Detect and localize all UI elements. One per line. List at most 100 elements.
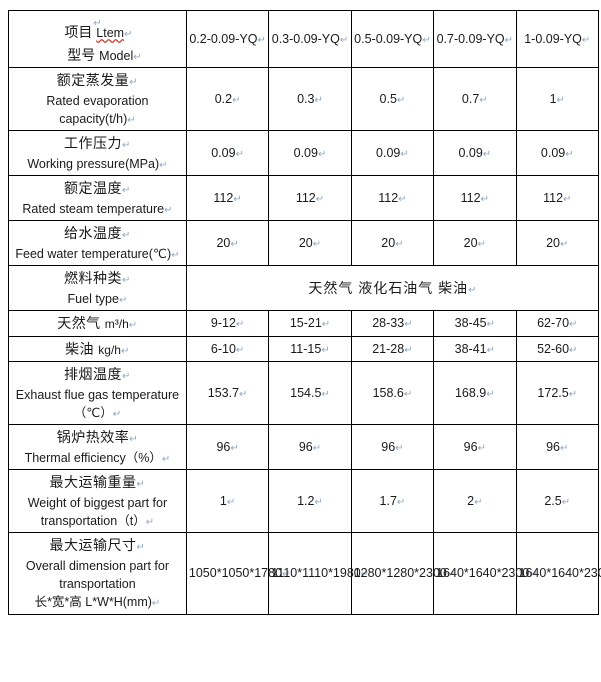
data-cell-value: 2.5 — [544, 493, 562, 508]
data-cell-value: 52-60 — [537, 341, 570, 356]
header-model-value: 0.3-0.09-YQ — [271, 31, 340, 46]
header-model-value: 0.5-0.09-YQ — [354, 31, 423, 46]
data-cell-value: 112 — [295, 190, 316, 205]
data-cell: 20↵ — [268, 220, 352, 267]
paragraph-mark-icon: ↵ — [568, 388, 578, 400]
row-label-cn: 最大运输重量↵ — [49, 474, 146, 491]
data-cell-value: 158.6 — [372, 385, 404, 400]
row-label-block: 额定温度↵ Rated steam temperature↵ — [11, 178, 184, 218]
data-cell-value: 172.5 — [537, 385, 569, 400]
data-cell-value: 21-28 — [372, 341, 405, 356]
row-label-cn: 天然气 — [57, 315, 101, 332]
paragraph-mark-icon: ↵ — [569, 319, 578, 330]
data-cell-value: 38-41 — [454, 341, 487, 356]
data-cell: 15-21↵ — [268, 310, 352, 337]
data-cell-value: 1.2 — [297, 493, 315, 508]
table-row: 工作压力↵ Working pressure(MPa)↵ 0.09↵ 0.09↵ 0.0… — [8, 130, 600, 177]
paragraph-mark-icon: ↵ — [581, 34, 591, 46]
data-cell-value: 0.2 — [214, 91, 233, 106]
data-cell: 0.09↵ — [515, 130, 600, 177]
header-blank-line: ↵ — [11, 13, 184, 29]
paragraph-mark-icon: ↵ — [112, 408, 122, 420]
paragraph-mark-icon: ↵ — [321, 344, 330, 356]
paragraph-mark-icon: ↵ — [560, 238, 569, 250]
row-label-working-pressure: 工作压力↵ Working pressure(MPa)↵ — [8, 130, 187, 177]
data-cell-value: 11-15 — [290, 341, 322, 356]
data-cell: 1.7↵ — [350, 469, 435, 534]
row-label-block: 燃料种类↵ Fuel type↵ — [11, 268, 184, 308]
paragraph-mark-icon: ↵ — [556, 94, 565, 106]
paragraph-mark-icon: ↵ — [226, 496, 236, 508]
data-cell-value: 96 — [463, 439, 478, 454]
paragraph-mark-icon: ↵ — [164, 204, 173, 216]
row-label-weight-of-biggest-part: 最大运输重量↵ Weight of biggest part for transpo… — [8, 469, 187, 534]
data-cell-value: 1 — [219, 493, 227, 508]
data-cell: 1280*1280*2300↵ — [350, 532, 455, 615]
data-cell: 1↵ — [185, 469, 270, 534]
data-cell-value: 96 — [216, 439, 231, 454]
header-item-label-cn: 项目 — [64, 24, 93, 40]
paragraph-mark-icon: ↵ — [321, 319, 331, 330]
row-label-rated-steam-temperature: 额定温度↵ Rated steam temperature↵ — [8, 175, 187, 222]
row-label-en-2: transportation（t）↵ — [40, 513, 155, 528]
data-cell: 11-15↵ — [268, 335, 352, 363]
row-label-natural-gas-consumption: 天然气 m³/h↵ — [8, 310, 187, 337]
table-header-row: ↵ 项目 Ltem↵ 型号 Model↵ 0.2-0.09-YQ↵ 0.3-0.09-Y… — [8, 10, 600, 68]
data-cell-value: 1640*1640*2300 — [518, 566, 601, 581]
data-cell-value: 1110*1110*1980 — [271, 566, 361, 581]
paragraph-mark-icon: ↵ — [398, 193, 407, 205]
paragraph-mark-icon: ↵ — [129, 434, 139, 446]
paragraph-mark-icon: ↵ — [396, 94, 406, 106]
table-row: 天然气 m³/h↵ 9-12↵ 15-21↵ 28-33↵ 38-45↵ 62-70↵ — [8, 310, 600, 337]
paragraph-mark-icon: ↵ — [339, 34, 349, 46]
row-label-inline: 柴油 kg/h↵ — [65, 341, 130, 357]
row-label-en-2: transportation — [59, 577, 136, 591]
paragraph-mark-icon: ↵ — [314, 94, 323, 106]
row-label-en: Weight of biggest part for — [27, 495, 168, 510]
paragraph-mark-icon: ↵ — [235, 148, 244, 160]
paragraph-mark-icon: ↵ — [477, 238, 486, 250]
data-cell-value: 20 — [463, 235, 478, 250]
paragraph-mark-icon: ↵ — [122, 140, 131, 152]
paragraph-mark-icon: ↵ — [257, 34, 266, 46]
data-cell: 62-70↵ — [515, 310, 600, 337]
data-cell: 112↵ — [185, 175, 270, 222]
row-label-en: Overall dimension part for — [25, 558, 169, 573]
data-cell-value: 20 — [546, 235, 561, 250]
data-cell-value: 15-21 — [289, 316, 322, 330]
paragraph-mark-icon: ↵ — [404, 319, 413, 330]
data-cell-value: 9-12 — [210, 316, 236, 330]
paragraph-mark-icon: ↵ — [230, 238, 239, 250]
paragraph-mark-icon: ↵ — [480, 193, 489, 205]
row-label-en: Thermal efficiency（%）↵ — [24, 450, 171, 465]
row-label-block: 最大运输重量↵ Weight of biggest part for transpo… — [11, 472, 184, 530]
data-cell: 172.5↵ — [515, 361, 600, 426]
data-cell-value: 0.3 — [297, 91, 315, 106]
row-label-thermal-efficiency: 锅炉热效率↵ Thermal efficiency（%）↵ — [8, 424, 187, 471]
data-cell: 112↵ — [433, 175, 517, 222]
data-cell-value: 0.7 — [461, 91, 480, 106]
data-cell-value: 112 — [213, 190, 234, 205]
data-cell-value: 1 — [549, 91, 557, 106]
paragraph-mark-icon: ↵ — [118, 294, 128, 306]
data-cell: 2↵ — [433, 469, 517, 534]
data-cell-value: 6-10 — [210, 341, 236, 356]
paragraph-mark-icon: ↵ — [239, 388, 248, 400]
row-label-cn: 最大运输尺寸↵ — [49, 537, 146, 554]
data-cell: 112↵ — [268, 175, 352, 222]
paragraph-mark-icon: ↵ — [396, 496, 406, 508]
header-model-value: 1-0.09-YQ — [524, 31, 582, 46]
row-label-cn: 排烟温度↵ — [64, 366, 131, 383]
data-cell: 0.3↵ — [268, 66, 352, 132]
data-cell: 96↵ — [515, 424, 600, 471]
table-row: 最大运输尺寸↵ Overall dimension part for transpo… — [8, 532, 601, 615]
row-label-en: Fuel type↵ — [67, 291, 128, 306]
paragraph-mark-icon: ↵ — [233, 193, 242, 205]
data-cell-value: 96 — [381, 439, 396, 454]
header-item-model-cell: ↵ 项目 Ltem↵ 型号 Model↵ — [8, 10, 187, 68]
paragraph-mark-icon: ↵ — [422, 34, 431, 46]
table-row: 额定蒸发量↵ Rated evaporation capacity(t/h)↵ 0.… — [8, 66, 600, 132]
data-cell-value: 96 — [298, 439, 313, 454]
data-cell: 1640*1640*2300↵ — [515, 532, 601, 615]
